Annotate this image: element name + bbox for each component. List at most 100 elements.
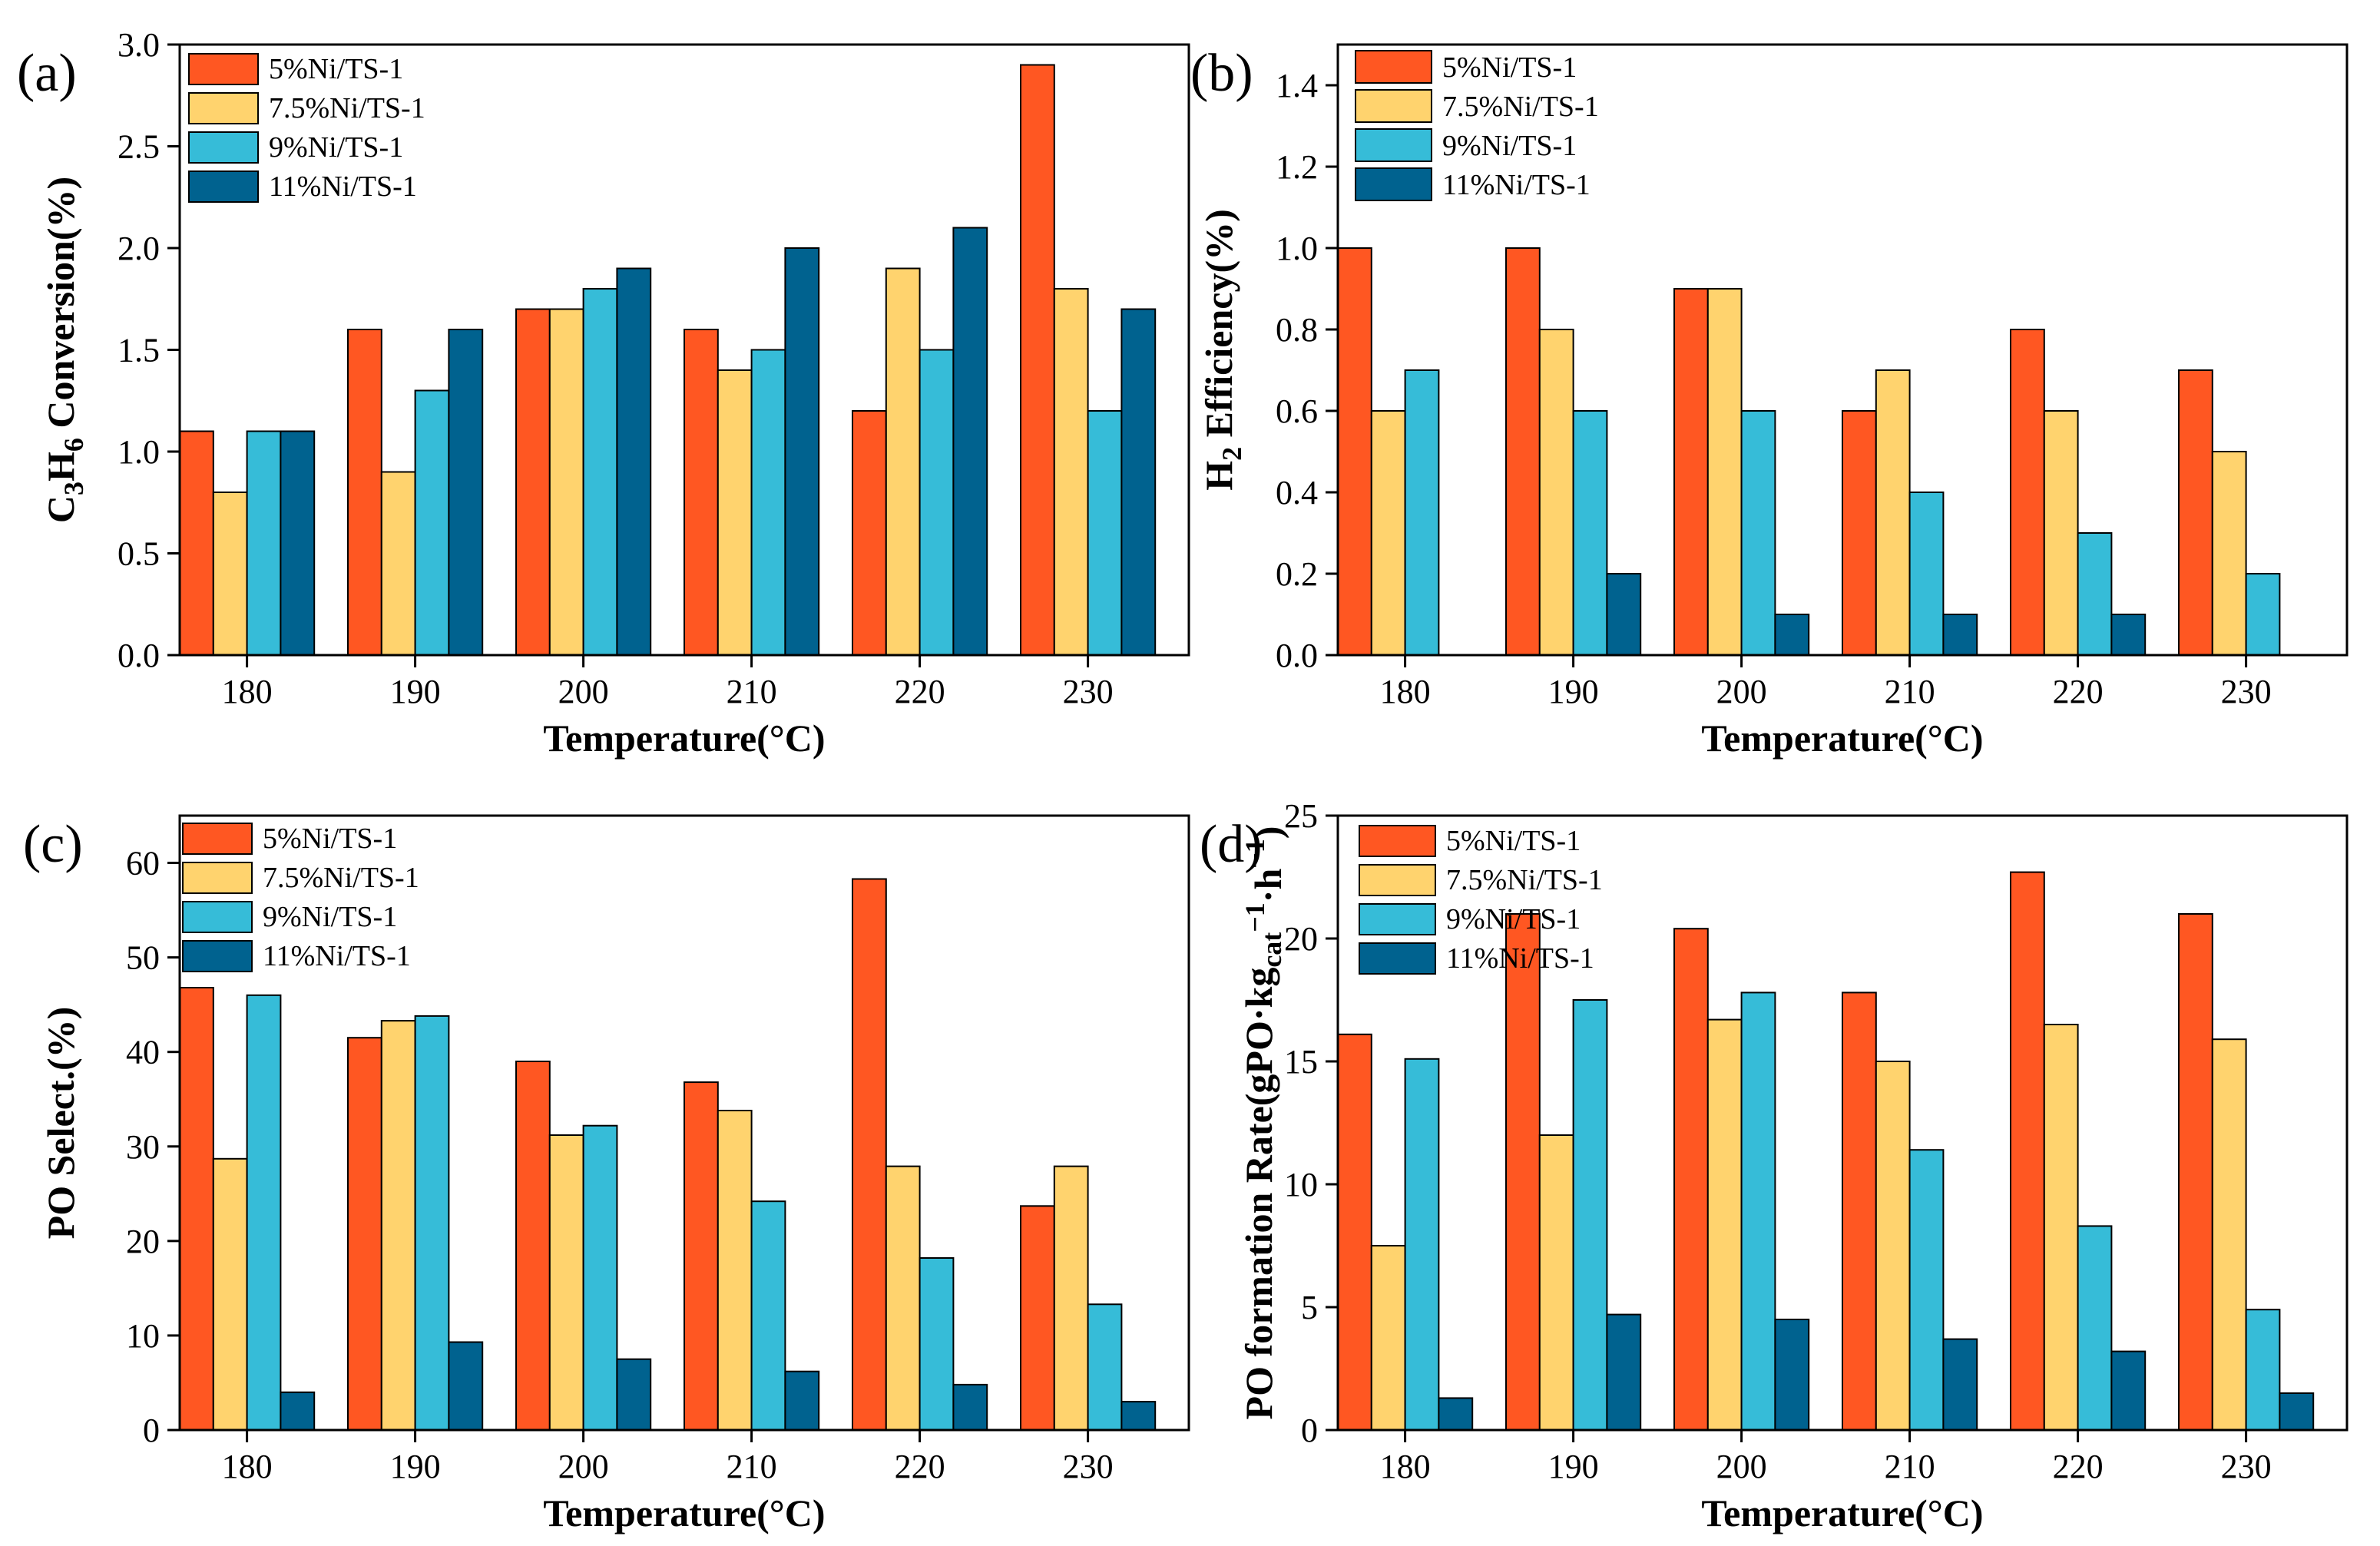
legend-swatch-3 xyxy=(1359,903,1436,935)
bar-210-series-1 xyxy=(1842,991,1877,1431)
plot-frame xyxy=(1336,43,2349,657)
legend: 5%Ni/TS-1 7.5%Ni/TS-1 9%Ni/TS-1 11%Ni/TS-1 xyxy=(182,823,419,972)
x-axis-label: Temperature(°C) xyxy=(543,717,825,760)
bar-200-series-3 xyxy=(582,1124,618,1431)
y-tick-label: 60 xyxy=(126,845,160,882)
bar-180-series-4 xyxy=(280,1391,316,1432)
bar-210-series-2 xyxy=(717,1110,753,1431)
y-tick-label: 1.0 xyxy=(1276,230,1318,267)
legend: 5%Ni/TS-1 7.5%Ni/TS-1 9%Ni/TS-1 11%Ni/TS-1 xyxy=(188,53,425,203)
bar-220-series-3 xyxy=(2077,1225,2113,1432)
bar-210-series-2 xyxy=(1875,369,1911,656)
x-tick-label: 210 xyxy=(1885,673,1935,710)
legend-swatch-4 xyxy=(182,940,253,972)
legend-label-1: 5%Ni/TS-1 xyxy=(1446,825,1581,857)
x-tick-label: 230 xyxy=(1063,1448,1114,1485)
x-tick-label: 220 xyxy=(895,1448,945,1485)
x-tick-label: 200 xyxy=(558,1448,609,1485)
bar-230-series-3 xyxy=(1087,1303,1123,1432)
bar-210-series-1 xyxy=(684,1081,719,1431)
bar-180-series-1 xyxy=(179,987,214,1431)
legend: 5%Ni/TS-1 7.5%Ni/TS-1 9%Ni/TS-1 11%Ni/TS-1 xyxy=(1359,825,1603,975)
y-tick-label: 2.0 xyxy=(118,230,160,267)
bar-210-series-1 xyxy=(1842,410,1877,656)
y-tick-label: 10 xyxy=(126,1317,160,1355)
x-tick-label: 180 xyxy=(222,1448,273,1485)
y-tick-label: 2.5 xyxy=(118,128,160,166)
bar-230-series-4 xyxy=(1120,1401,1157,1431)
bar-190-series-3 xyxy=(1572,410,1608,656)
bar-220-series-3 xyxy=(919,349,955,656)
bar-230-series-1 xyxy=(2178,369,2213,656)
x-tick-label: 220 xyxy=(2053,1448,2104,1485)
x-tick-label: 220 xyxy=(895,673,945,710)
y-axis-label: C3H6 Conversion(%) xyxy=(39,177,89,523)
bar-230-series-3 xyxy=(1087,410,1123,656)
bar-190-series-3 xyxy=(1572,999,1608,1431)
plot-frame xyxy=(178,814,1190,1432)
legend-label-2: 7.5%Ni/TS-1 xyxy=(269,92,425,124)
y-tick-label: 15 xyxy=(1284,1043,1318,1081)
y-tick-label: 3.0 xyxy=(118,26,160,64)
bar-210-series-4 xyxy=(784,247,820,656)
bar-230-series-1 xyxy=(1020,64,1055,656)
bar-190-series-1 xyxy=(1505,913,1541,1431)
bar-190-series-2 xyxy=(1538,1134,1574,1431)
bar-200-series-1 xyxy=(1673,288,1709,656)
legend-label-2: 7.5%Ni/TS-1 xyxy=(263,862,419,894)
bar-200-series-1 xyxy=(1673,928,1709,1431)
legend-label-4: 11%Ni/TS-1 xyxy=(263,940,411,972)
bar-220-series-1 xyxy=(2010,329,2045,656)
bar-190-series-2 xyxy=(380,1020,416,1431)
legend-label-2: 7.5%Ni/TS-1 xyxy=(1442,91,1599,123)
legend-swatch-2 xyxy=(188,92,259,124)
bar-200-series-4 xyxy=(616,1358,652,1431)
legend-label-2: 7.5%Ni/TS-1 xyxy=(1446,864,1603,896)
x-axis-label: Temperature(°C) xyxy=(543,1491,825,1534)
x-tick-label: 220 xyxy=(2053,673,2104,710)
legend-swatch-1 xyxy=(188,53,259,85)
panel-label: (a) xyxy=(17,44,77,103)
bar-180-series-2 xyxy=(1370,1245,1406,1431)
bar-210-series-4 xyxy=(1942,614,1978,656)
legend: 5%Ni/TS-1 7.5%Ni/TS-1 9%Ni/TS-1 11%Ni/TS-1 xyxy=(1355,50,1599,201)
x-tick-label: 190 xyxy=(1548,1448,1599,1485)
bar-200-series-2 xyxy=(548,308,584,656)
bar-200-series-4 xyxy=(1774,1319,1810,1431)
panel-2: 0.0 0.2 0.4 0.6 0.8 1.0 1.2 1.4 180 190 200 210 220 2… xyxy=(1190,43,2349,760)
x-tick-label: 190 xyxy=(390,673,441,710)
legend-label-3: 9%Ni/TS-1 xyxy=(263,901,397,933)
bar-230-series-2 xyxy=(2211,1038,2247,1431)
bar-180-series-3 xyxy=(246,994,282,1432)
bar-200-series-4 xyxy=(616,267,652,656)
bar-210-series-3 xyxy=(1908,1149,1945,1431)
x-tick-label: 230 xyxy=(2221,1448,2272,1485)
bar-220-series-1 xyxy=(852,878,887,1431)
bar-190-series-4 xyxy=(1606,573,1642,656)
legend-swatch-3 xyxy=(182,901,253,933)
bar-190-series-3 xyxy=(414,389,450,656)
legend-label-3: 9%Ni/TS-1 xyxy=(269,131,403,164)
legend-label-4: 11%Ni/TS-1 xyxy=(1442,169,1591,201)
bar-230-series-2 xyxy=(2211,451,2247,656)
bar-180-series-4 xyxy=(280,430,316,656)
bar-210-series-1 xyxy=(684,329,719,656)
x-tick-label: 210 xyxy=(727,673,777,710)
bar-220-series-1 xyxy=(2010,871,2045,1431)
y-tick-label: 0.0 xyxy=(118,637,160,674)
bar-180-series-3 xyxy=(246,430,282,656)
y-tick-label: 0.8 xyxy=(1276,311,1318,349)
bar-230-series-3 xyxy=(2245,573,2281,656)
legend-swatch-4 xyxy=(1355,167,1432,201)
bar-220-series-4 xyxy=(2110,614,2147,656)
legend-swatch-2 xyxy=(1355,89,1432,123)
bar-230-series-2 xyxy=(1053,1165,1089,1431)
bar-220-series-1 xyxy=(852,410,887,656)
bar-200-series-4 xyxy=(1774,614,1810,656)
legend-label-4: 11%Ni/TS-1 xyxy=(269,170,417,203)
bar-200-series-2 xyxy=(1706,288,1743,656)
bar-190-series-4 xyxy=(448,329,484,656)
legend-label-4: 11%Ni/TS-1 xyxy=(1446,942,1594,975)
bar-190-series-1 xyxy=(1505,247,1541,656)
bar-180-series-2 xyxy=(1370,410,1406,656)
